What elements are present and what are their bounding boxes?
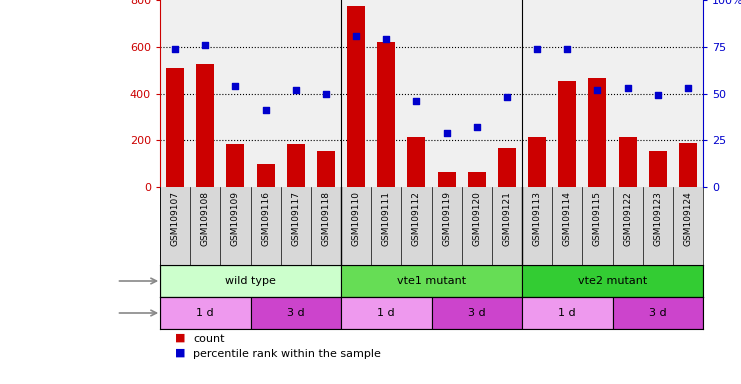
Text: GSM109123: GSM109123 (654, 191, 662, 246)
Point (562, 46, 574, 52)
Bar (347, 6, 365, 187)
Point (199, 42, 211, 48)
Point (350, 33, 362, 39)
Point (290, 87, 302, 93)
Text: GSM109107: GSM109107 (170, 191, 179, 246)
Bar (528, 137, 546, 187)
Text: GSM109108: GSM109108 (201, 191, 210, 246)
Bar (498, 149, 516, 187)
Text: GSM109119: GSM109119 (442, 191, 451, 246)
Text: 1 d: 1 d (559, 308, 576, 318)
Bar (558, 81, 576, 187)
Bar (341, 297, 431, 329)
Text: vte1 mutant: vte1 mutant (397, 276, 466, 286)
Bar (408, 137, 425, 187)
Text: GSM109113: GSM109113 (533, 191, 542, 246)
Text: GSM109117: GSM109117 (291, 191, 300, 246)
Text: ■: ■ (175, 332, 185, 342)
Text: GSM109109: GSM109109 (231, 191, 240, 246)
Point (531, 46, 543, 52)
Point (230, 83, 242, 89)
Bar (468, 172, 486, 187)
Point (652, 92, 664, 98)
Bar (166, 68, 184, 187)
Bar (613, 297, 703, 329)
Text: wild type: wild type (225, 276, 276, 286)
Point (591, 87, 603, 93)
Bar (250, 297, 341, 329)
Text: percentile rank within the sample: percentile rank within the sample (193, 349, 381, 359)
Bar (317, 151, 335, 187)
Text: GSM109116: GSM109116 (261, 191, 270, 246)
Bar (588, 78, 606, 187)
Text: 3 d: 3 d (287, 308, 305, 318)
Point (441, 130, 453, 136)
Bar (522, 297, 613, 329)
Bar (226, 144, 245, 187)
Text: 1 d: 1 d (196, 308, 214, 318)
Point (320, 90, 332, 96)
Text: vte2 mutant: vte2 mutant (578, 276, 647, 286)
Bar (619, 137, 637, 187)
Text: GSM109120: GSM109120 (472, 191, 481, 246)
Bar (377, 42, 395, 187)
Point (259, 107, 271, 113)
Text: GSM109124: GSM109124 (683, 191, 692, 246)
Bar (437, 172, 456, 187)
Point (622, 85, 634, 91)
Bar (341, 265, 522, 297)
Bar (287, 144, 305, 187)
Text: 1 d: 1 d (377, 308, 395, 318)
Text: count: count (193, 334, 225, 344)
Point (380, 36, 392, 42)
Point (471, 124, 482, 130)
Text: GSM109115: GSM109115 (593, 191, 602, 246)
Text: GSM109121: GSM109121 (502, 191, 511, 246)
Point (682, 85, 694, 91)
Text: 3 d: 3 d (649, 308, 667, 318)
Text: GSM109118: GSM109118 (322, 191, 330, 246)
Bar (256, 164, 275, 187)
Bar (679, 142, 697, 187)
Text: GSM109111: GSM109111 (382, 191, 391, 246)
Point (169, 46, 181, 52)
Text: GSM109122: GSM109122 (623, 191, 632, 246)
Bar (160, 265, 341, 297)
Bar (160, 297, 250, 329)
Bar (196, 64, 214, 187)
Text: 3 d: 3 d (468, 308, 485, 318)
Bar (648, 151, 667, 187)
Point (411, 98, 422, 104)
Text: GSM109112: GSM109112 (412, 191, 421, 246)
Text: GSM109114: GSM109114 (562, 191, 572, 246)
Bar (431, 297, 522, 329)
Text: ■: ■ (175, 347, 185, 357)
Bar (522, 265, 703, 297)
Text: GSM109110: GSM109110 (351, 191, 361, 246)
Point (501, 94, 513, 100)
